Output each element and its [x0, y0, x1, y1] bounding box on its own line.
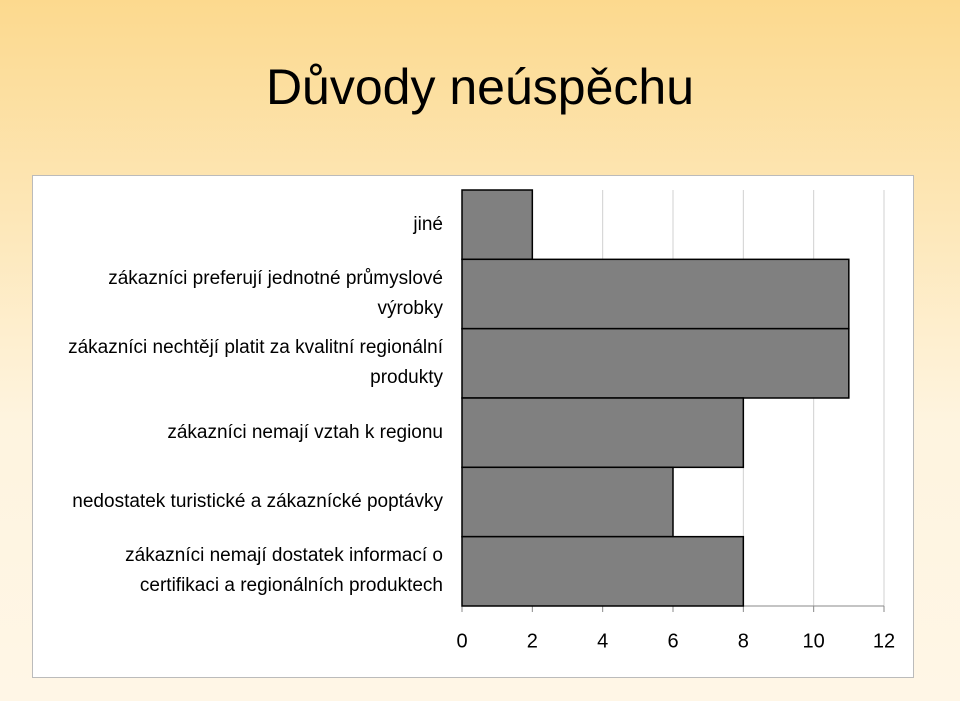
- y-tick-label: jiné: [413, 213, 443, 235]
- x-tick-label: 0: [456, 630, 467, 652]
- y-tick-label: zákazníci nechtějí platit za kvalitní re…: [68, 337, 443, 389]
- y-tick-label: nedostatek turistické a zákaznícké poptá…: [72, 491, 443, 512]
- x-tick-label: 6: [667, 630, 678, 652]
- chart-title: Důvody neúspěchu: [265, 59, 695, 115]
- bar: [461, 397, 745, 469]
- x-tick-label: 4: [597, 630, 608, 652]
- x-tick-label: 12: [873, 630, 895, 652]
- y-tick-label: zákazníci preferují jednotné průmyslové …: [108, 268, 443, 319]
- bar: [461, 466, 674, 538]
- bar: [461, 535, 745, 607]
- bar: [461, 189, 534, 261]
- bar: [461, 258, 850, 330]
- x-tick-label: 8: [738, 630, 749, 652]
- y-tick-label: zákazníci nemají vztah k regionu: [167, 421, 443, 443]
- bar: [461, 327, 850, 399]
- x-tick-label: 2: [527, 630, 538, 652]
- y-tick-label: zákazníci nemají dostatek informací o ce…: [125, 545, 443, 597]
- x-tick-label: 10: [803, 630, 825, 652]
